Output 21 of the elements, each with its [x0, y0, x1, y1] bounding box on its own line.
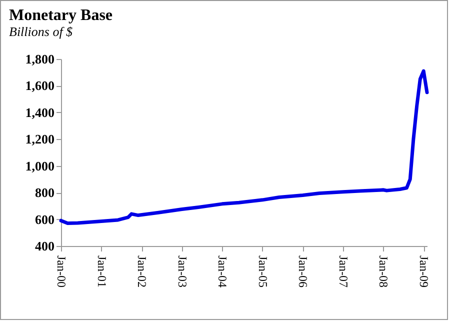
y-tick-label: 1,000 — [25, 158, 54, 174]
chart-title: Monetary Base — [9, 7, 113, 24]
x-tick-label: Jan-02 — [135, 256, 150, 288]
y-tick-label: 1,200 — [25, 132, 54, 147]
y-tick-label: 1,800 — [25, 52, 54, 66]
x-tick-label: Jan-08 — [376, 256, 391, 288]
y-tick-label: 600 — [35, 212, 54, 227]
line-series — [59, 69, 429, 226]
y-tick-label: 400 — [35, 238, 54, 254]
x-tick-label: Jan-00 — [54, 256, 68, 288]
y-tick-label: 1,600 — [25, 78, 54, 94]
x-tick-label: Jan-03 — [175, 256, 190, 288]
x-tick-label: Jan-06 — [296, 256, 310, 288]
chart-subtitle: Billions of $ — [9, 24, 74, 39]
y-tick-label: 1,400 — [25, 104, 54, 120]
y-tick-label: 800 — [35, 185, 54, 200]
x-tick-label: Jan-04 — [216, 256, 230, 288]
x-tick-label: Jan-07 — [336, 256, 350, 288]
x-tick-label: Jan-05 — [256, 256, 270, 288]
x-tick-label: Jan-01 — [94, 256, 109, 288]
x-tick-label: Jan-09 — [417, 256, 432, 288]
